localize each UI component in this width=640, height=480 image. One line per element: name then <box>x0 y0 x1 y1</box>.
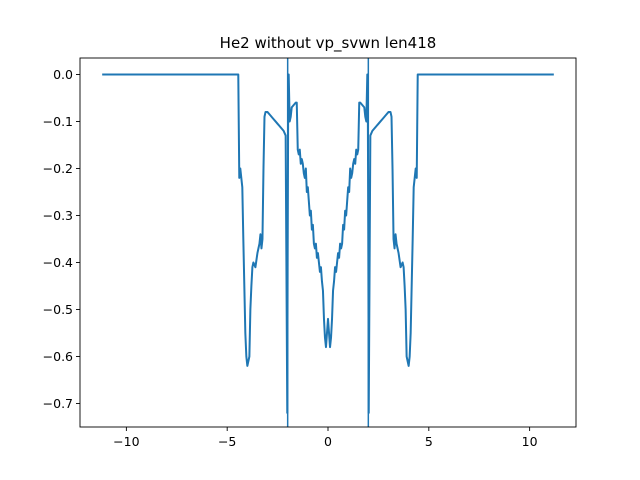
y-tick-label: −0.6 <box>43 349 73 364</box>
x-tick-label: 10 <box>522 434 538 449</box>
x-tick-label: 5 <box>425 434 433 449</box>
y-tick-label: −0.2 <box>43 161 73 176</box>
chart-title: He2 without vp_svwn len418 <box>220 34 437 53</box>
y-tick-label: −0.7 <box>43 396 73 411</box>
y-tick-label: −0.1 <box>43 114 73 129</box>
y-axis: 0.0 −0.1 −0.2 −0.3 −0.4 −0.5 −0.6 −0.7 <box>43 67 80 411</box>
axes-frame <box>79 57 577 428</box>
x-tick-label: −5 <box>218 434 236 449</box>
x-tick-label: −10 <box>113 434 139 449</box>
y-tick-label: −0.5 <box>43 302 73 317</box>
x-tick-label: 0 <box>324 434 332 449</box>
x-axis: −10 −5 0 5 10 <box>113 427 538 449</box>
y-tick-label: −0.4 <box>43 255 73 270</box>
series-line <box>102 73 554 414</box>
y-tick-label: 0.0 <box>53 67 73 82</box>
plot-area <box>102 58 554 427</box>
y-tick-label: −0.3 <box>43 208 73 223</box>
